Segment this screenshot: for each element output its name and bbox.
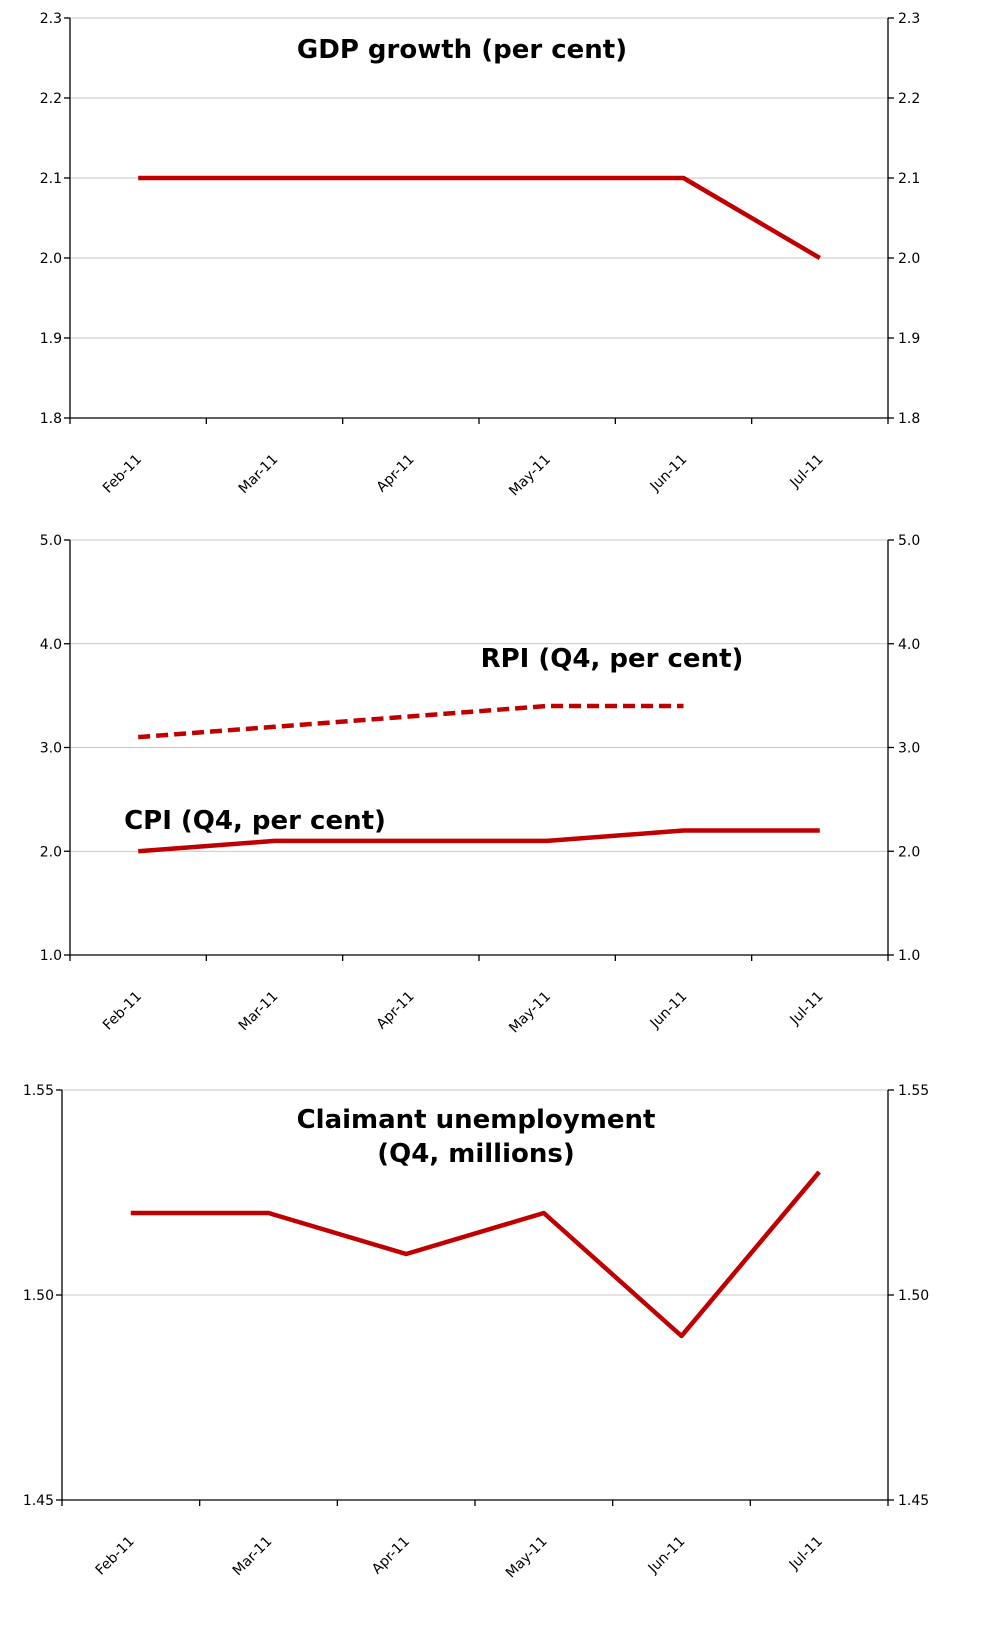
x-tick-label: Mar-11	[236, 452, 282, 498]
y-tick-label-left: 2.3	[40, 11, 62, 27]
y-tick-label-right: 2.0	[898, 251, 920, 267]
x-tick-label: Feb-11	[100, 989, 145, 1034]
x-tick-label: Jul-11	[787, 989, 827, 1029]
y-tick-label-left: 1.55	[23, 1083, 54, 1099]
x-tick-label: Apr-11	[369, 1534, 413, 1578]
series-line-1	[138, 175, 821, 260]
x-tick-label: Jul-11	[786, 1534, 826, 1574]
x-tick-label: Mar-11	[236, 989, 282, 1035]
x-tick-label: Jun-11	[645, 1534, 689, 1578]
x-tick-label: Jun-11	[647, 452, 691, 496]
series-label: CPI (Q4, per cent)	[124, 806, 386, 836]
y-tick-label-left: 2.0	[40, 844, 62, 860]
y-tick-label-right: 1.55	[898, 1083, 929, 1099]
y-tick-label-left: 4.0	[40, 637, 62, 653]
chart-title: (Q4, millions)	[377, 1139, 574, 1169]
chart-3: 1.45 1.45 1.50 1.50 1.55 1.55 Feb-11 Mar-11 Apr-…	[23, 1083, 929, 1581]
y-tick-label-left: 5.0	[40, 533, 62, 549]
x-tick-label: Feb-11	[100, 452, 145, 497]
y-tick-label-right: 1.45	[898, 1493, 929, 1509]
y-tick-label-left: 2.2	[40, 91, 62, 107]
chart-2: 1.0 1.0 2.0 2.0 3.0 3.0 4.0 4.0 5.0 5.0 Feb-11 Mar-…	[40, 533, 921, 1036]
y-tick-label-left: 1.50	[23, 1288, 54, 1304]
y-tick-label-left: 1.45	[23, 1493, 54, 1509]
y-tick-label-right: 3.0	[898, 741, 920, 757]
y-tick-label-left: 1.0	[40, 948, 62, 964]
x-tick-label: May-11	[506, 989, 554, 1037]
y-tick-label-right: 1.8	[898, 411, 920, 427]
y-tick-label-right: 1.0	[898, 948, 920, 964]
y-tick-label-right: 5.0	[898, 533, 920, 549]
y-tick-label-right: 2.2	[898, 91, 920, 107]
y-tick-label-right: 2.0	[898, 844, 920, 860]
x-tick-label: May-11	[506, 452, 554, 500]
series-line-1	[138, 703, 684, 740]
series-line-1	[130, 1170, 821, 1339]
x-tick-label: Jun-11	[647, 989, 691, 1033]
y-tick-label-left: 1.9	[40, 331, 62, 347]
x-tick-label: May-11	[503, 1534, 551, 1582]
x-tick-label: Feb-11	[93, 1534, 138, 1579]
x-tick-label: Jul-11	[787, 452, 827, 492]
y-tick-label-right: 2.1	[898, 171, 920, 187]
chart-title: GDP growth (per cent)	[297, 35, 627, 65]
y-tick-label-right: 1.50	[898, 1288, 929, 1304]
y-tick-label-left: 3.0	[40, 741, 62, 757]
chart-1: 1.8 1.8 1.9 1.9 2.0 2.0 2.1 2.1 2.2 2.2 2.3 2.3 Feb-…	[40, 11, 921, 499]
y-tick-label-right: 2.3	[898, 11, 920, 27]
series-line-2	[138, 828, 820, 854]
y-tick-label-right: 4.0	[898, 637, 920, 653]
y-tick-label-left: 1.8	[40, 411, 62, 427]
y-tick-label-right: 1.9	[898, 331, 920, 347]
y-tick-label-left: 2.0	[40, 251, 62, 267]
chart-title: Claimant unemployment	[297, 1105, 656, 1135]
x-tick-label: Apr-11	[374, 452, 418, 496]
y-tick-label-left: 2.1	[40, 171, 62, 187]
x-tick-label: Apr-11	[374, 989, 418, 1033]
series-label: RPI (Q4, per cent)	[481, 644, 744, 674]
x-tick-label: Mar-11	[230, 1534, 276, 1580]
